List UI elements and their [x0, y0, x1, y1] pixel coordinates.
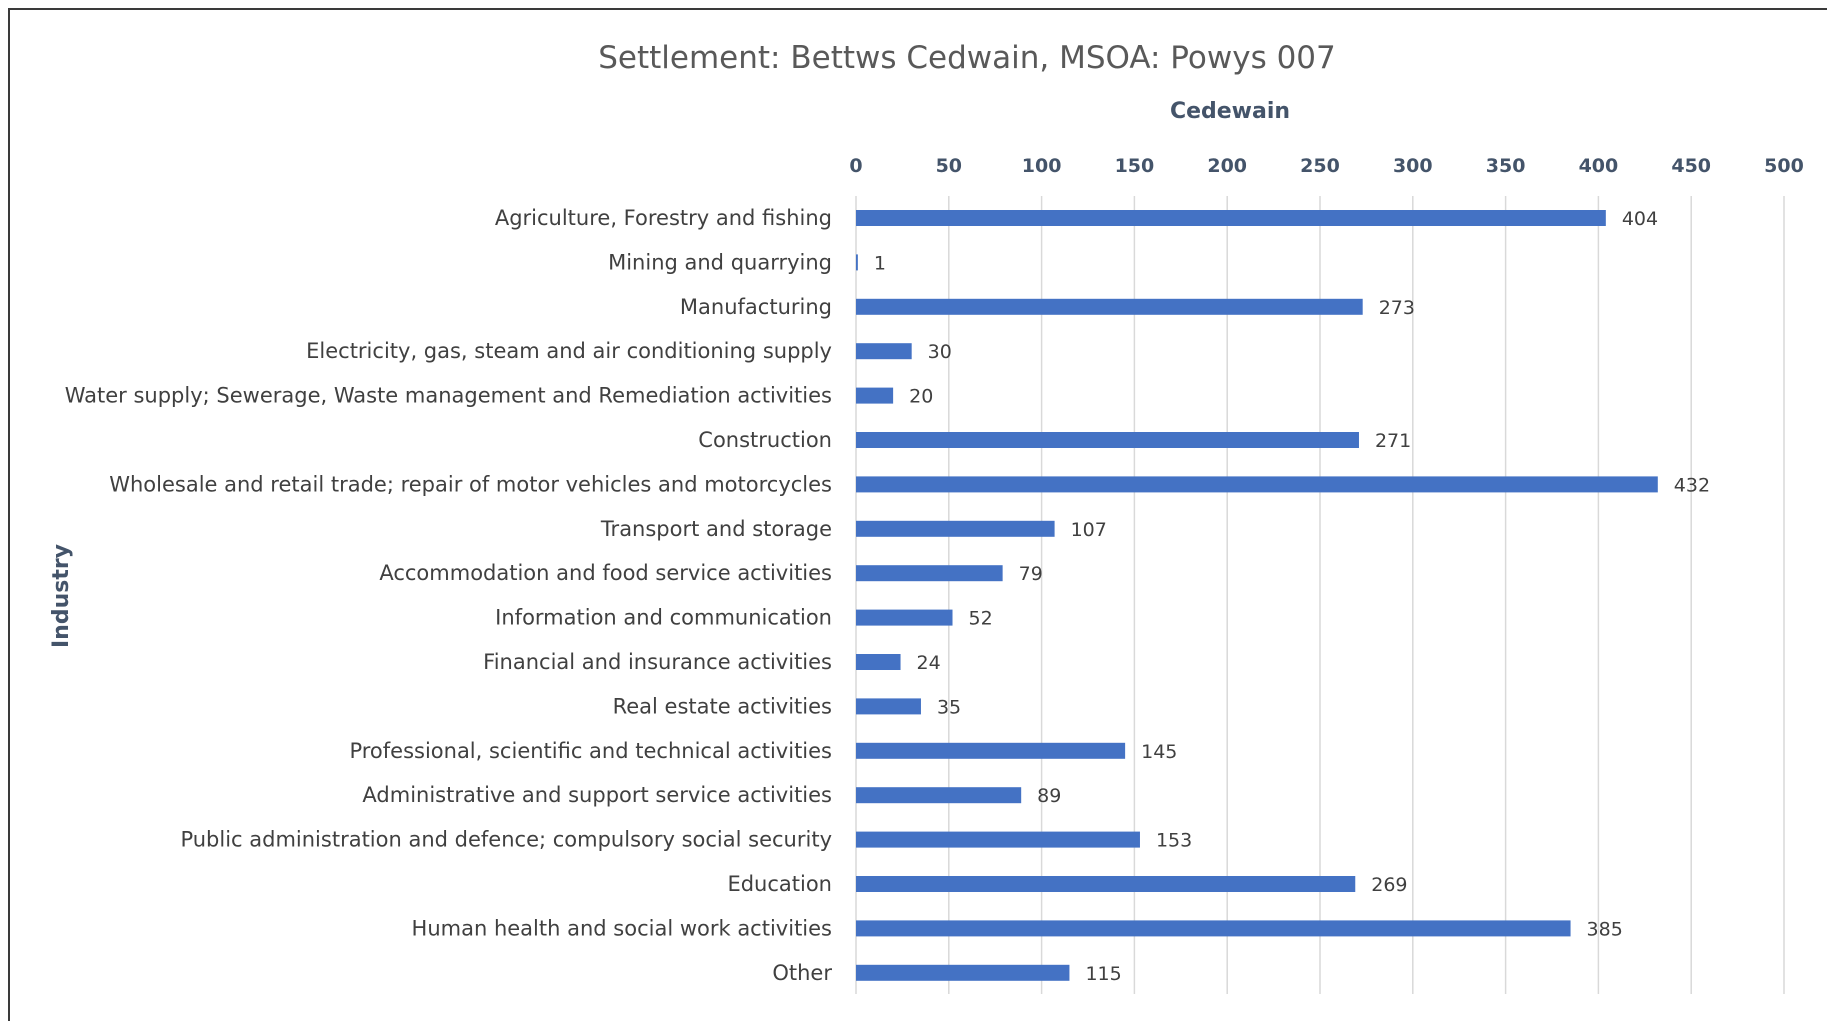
bar [856, 698, 921, 715]
bar [856, 920, 1571, 937]
category-label: Wholesale and retail trade; repair of mo… [109, 472, 832, 496]
data-label: 24 [917, 652, 941, 674]
data-labels: 404 1 273 30 20 271 432 107 79 52 24 35 145 89 153 269 3… [874, 208, 1710, 985]
x-tick-label: 400 [1579, 155, 1619, 177]
data-label: 52 [969, 608, 993, 630]
bar [856, 609, 953, 626]
bar [856, 654, 901, 670]
bar [856, 298, 1363, 315]
data-label: 20 [909, 386, 933, 408]
bar [856, 387, 894, 404]
data-label: 89 [1037, 785, 1061, 807]
category-label: Education [727, 872, 832, 896]
bars [856, 210, 1658, 981]
data-label: 273 [1379, 297, 1415, 319]
x-axis-ticks: 0 50 100 150 200 250 300 350 400 450 500 [849, 155, 1803, 177]
x-tick-label: 250 [1300, 155, 1340, 177]
chart-title: Settlement: Bettws Cedwain, MSOA: Powys … [598, 40, 1336, 76]
bar [856, 520, 1055, 537]
data-label: 385 [1587, 918, 1623, 940]
x-tick-label: 200 [1207, 155, 1247, 177]
gridlines [855, 196, 1785, 994]
data-label: 79 [1019, 563, 1043, 585]
bar [856, 964, 1070, 981]
bar [856, 831, 1140, 848]
data-label: 153 [1156, 830, 1192, 852]
data-label: 115 [1085, 963, 1121, 985]
y-axis-title: Industry [49, 544, 74, 648]
data-label: 404 [1622, 208, 1658, 230]
data-label: 1 [874, 252, 886, 274]
category-label: Other [772, 961, 832, 985]
x-tick-label: 350 [1486, 155, 1526, 177]
category-label: Mining and quarrying [608, 250, 832, 274]
x-tick-label: 500 [1764, 155, 1804, 177]
category-label: Water supply; Sewerage, Waste management… [65, 384, 832, 408]
bar [856, 343, 912, 360]
category-label: Manufacturing [680, 295, 832, 319]
data-label: 107 [1071, 519, 1107, 541]
bar [856, 432, 1359, 448]
x-tick-label: 450 [1671, 155, 1711, 177]
bar [856, 742, 1126, 759]
category-label: Human health and social work activities [412, 916, 832, 940]
category-label: Information and communication [495, 606, 832, 630]
category-label: Transport and storage [600, 517, 832, 541]
bar [856, 565, 1003, 582]
category-label: Construction [698, 428, 832, 452]
bar [856, 210, 1606, 226]
bar [856, 876, 1356, 892]
data-label: 145 [1141, 741, 1177, 763]
category-label: Financial and insurance activities [483, 650, 832, 674]
data-label: 432 [1674, 474, 1710, 496]
x-tick-label: 50 [936, 155, 962, 177]
x-axis-title: Cedewain [1170, 99, 1290, 124]
bar [856, 254, 858, 271]
x-tick-label: 0 [849, 155, 862, 177]
data-label: 269 [1371, 874, 1407, 896]
category-labels: Agriculture, Forestry and fishing Mining … [65, 206, 833, 985]
category-label: Accommodation and food service activitie… [379, 561, 832, 585]
data-label: 30 [928, 341, 952, 363]
category-label: Professional, scientific and technical a… [349, 739, 832, 763]
data-label: 35 [937, 696, 961, 718]
category-label: Electricity, gas, steam and air conditio… [306, 339, 832, 363]
x-tick-label: 150 [1115, 155, 1155, 177]
category-label: Agriculture, Forestry and fishing [495, 206, 832, 230]
category-label: Real estate activities [613, 694, 832, 718]
chart-frame [8, 8, 1827, 1021]
data-label: 271 [1375, 430, 1411, 452]
bar [856, 476, 1658, 493]
category-label: Administrative and support service activ… [362, 783, 832, 807]
x-tick-label: 100 [1022, 155, 1062, 177]
bar [856, 787, 1022, 804]
category-label: Public administration and defence; compu… [180, 828, 832, 852]
x-tick-label: 300 [1393, 155, 1433, 177]
